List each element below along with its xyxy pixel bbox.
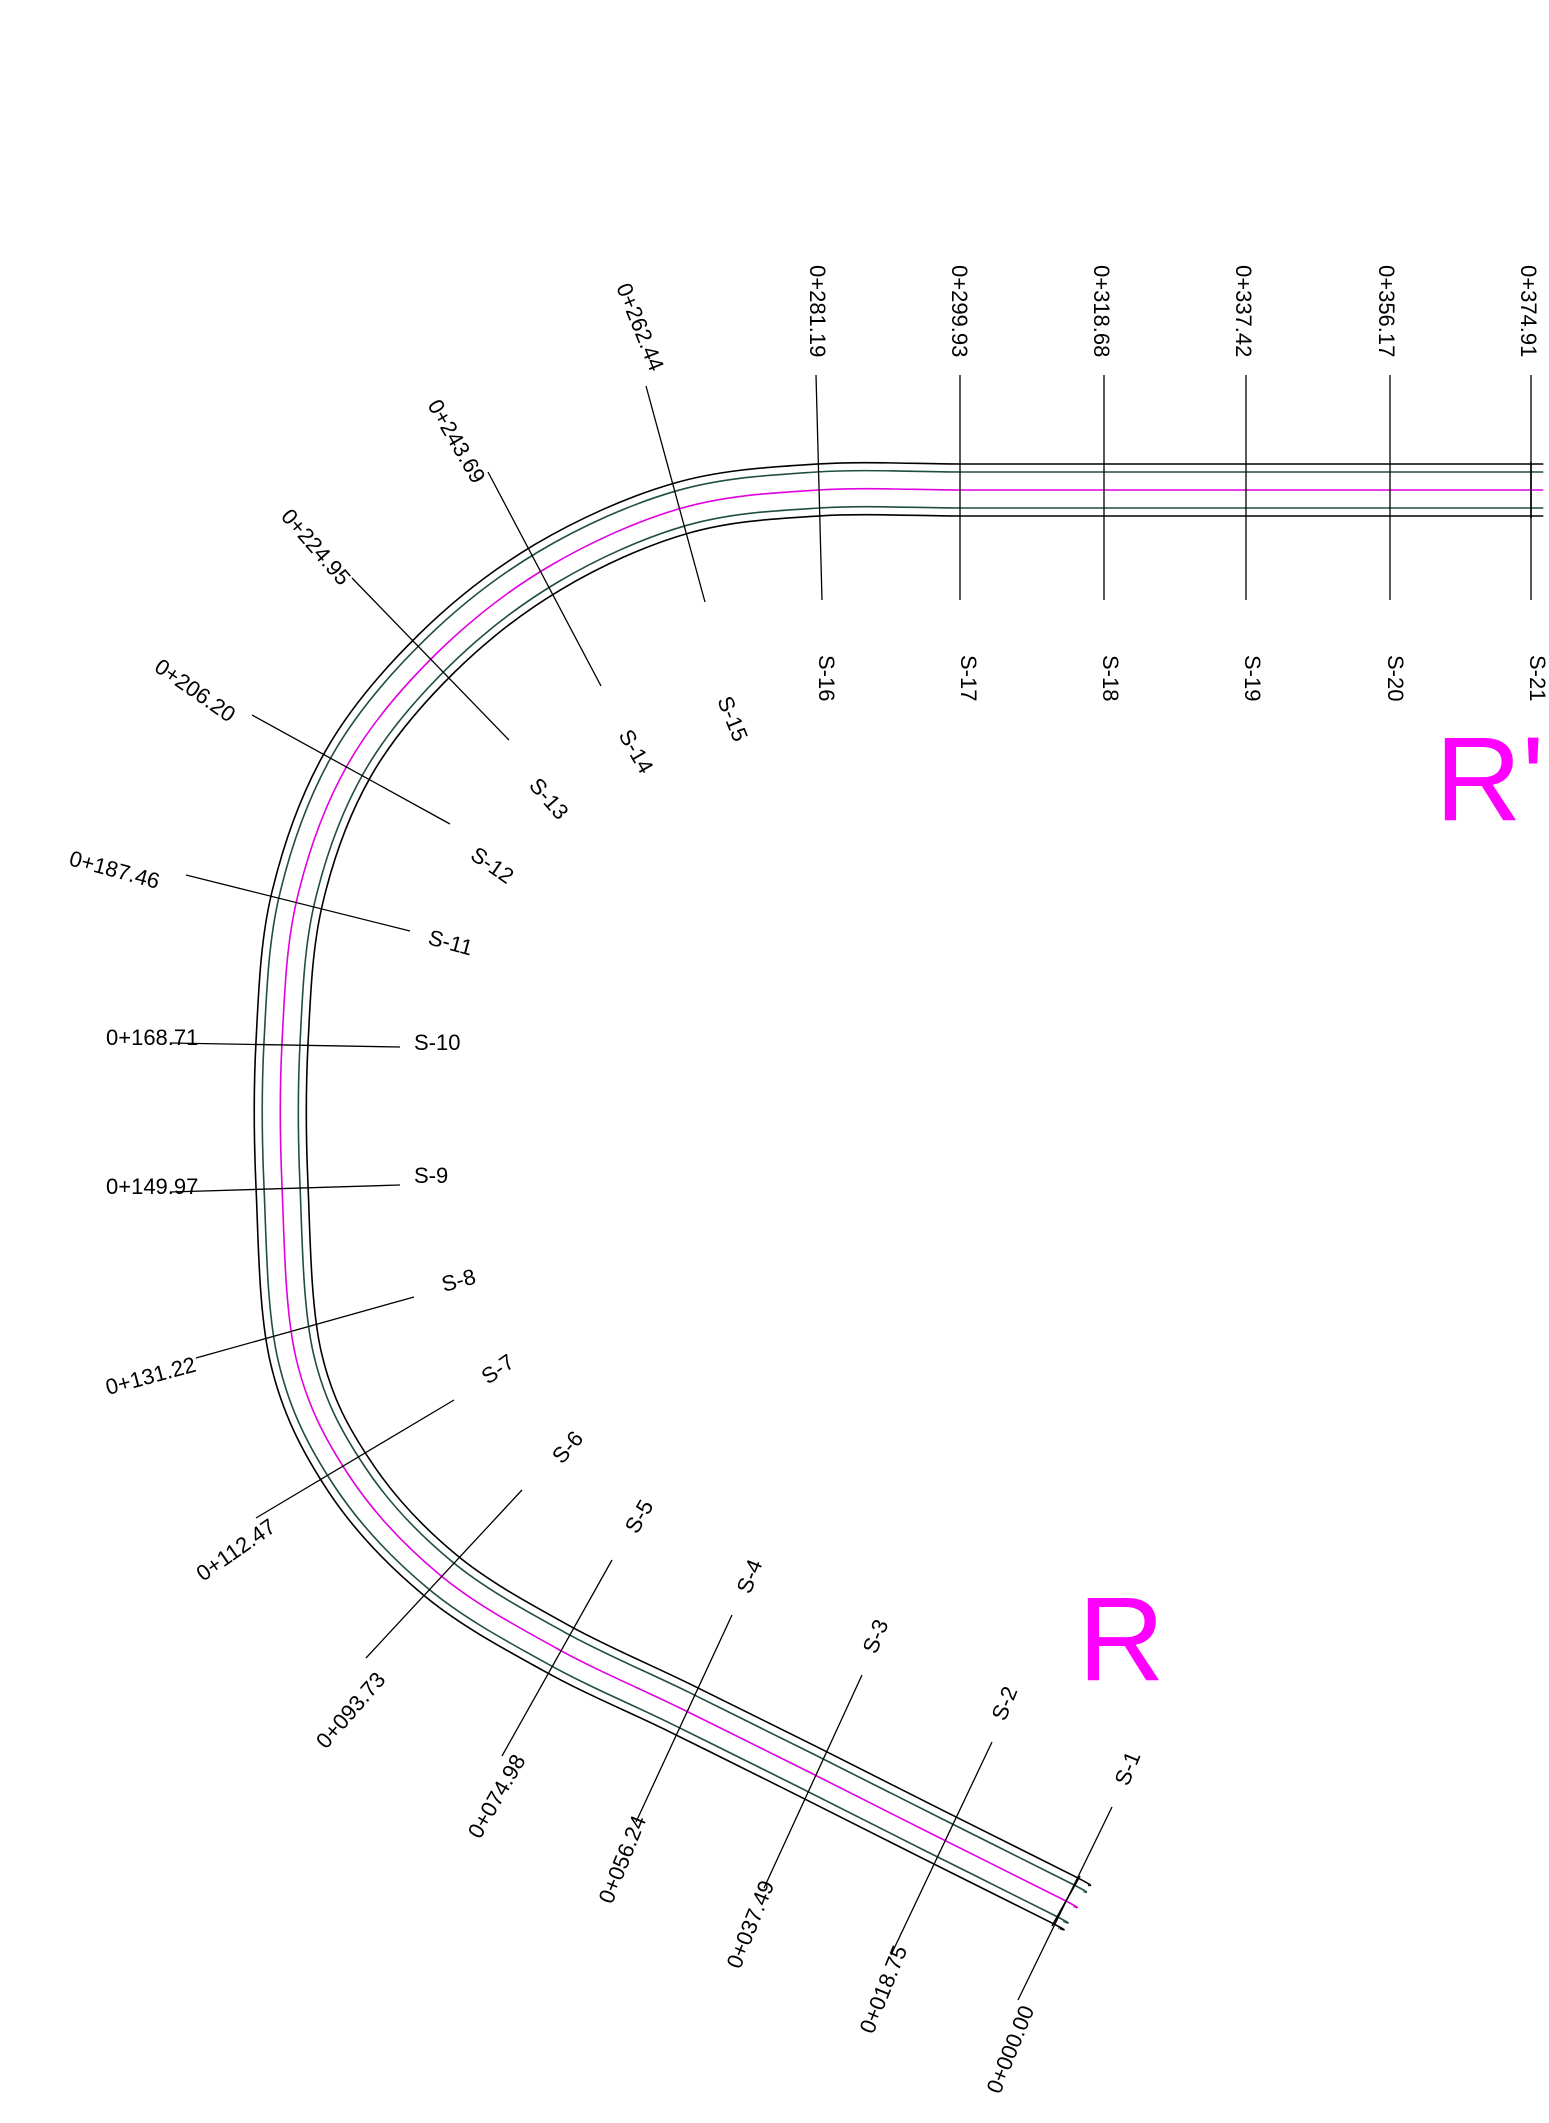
section-marker-s-5: 0+074.98 S-5 [463, 1495, 659, 1842]
section-id-label: S-5 [620, 1495, 659, 1537]
section-marker-s-9: 0+149.97 S-9 [106, 1163, 448, 1199]
station-label: 0+112.47 [192, 1514, 281, 1587]
road-edge-outer-left [305, 513, 1544, 1887]
station-label: 0+337.42 [1231, 265, 1256, 357]
section-leader-line [815, 374, 823, 601]
section-id-label: S-17 [956, 655, 981, 701]
section-marker-s-19: 0+337.42 S-19 [1231, 265, 1265, 701]
section-marker-s-16: 0+281.19 S-16 [805, 265, 839, 701]
section-leader-line [487, 471, 602, 687]
station-label: 0+074.98 [463, 1750, 531, 1842]
section-leader-line [195, 1296, 415, 1359]
section-marker-s-4: 0+056.24 S-4 [593, 1556, 767, 1907]
station-label: 0+168.71 [106, 1025, 198, 1050]
section-marker-s-20: 0+356.17 S-20 [1374, 265, 1408, 701]
section-id-label: S-20 [1383, 655, 1408, 701]
section-marker-s-6: 0+093.73 S-6 [311, 1426, 588, 1753]
station-label: 0+262.44 [611, 280, 669, 375]
station-label: 0+131.22 [103, 1352, 199, 1400]
section-leader-line [185, 874, 411, 932]
section-id-label: S-1 [1109, 1748, 1145, 1789]
station-label: 0+356.17 [1374, 265, 1399, 357]
section-id-label: S-21 [1525, 655, 1549, 701]
section-marker-s-8: 0+131.22 S-8 [103, 1264, 479, 1400]
station-label: 0+093.73 [311, 1667, 390, 1753]
station-label: 0+299.93 [947, 265, 972, 357]
section-marker-s-17: 0+299.93 S-17 [947, 265, 981, 701]
road-corridor [253, 461, 1544, 1931]
section-id-label: S-14 [614, 725, 659, 778]
section-marker-s-10: 0+168.71 S-10 [106, 1025, 460, 1055]
section-marker-s-21: 0+374.91 S-21 [1516, 265, 1549, 701]
section-leader-line [169, 1184, 401, 1193]
section-id-label: S-12 [466, 842, 518, 889]
section-leader-line [763, 1674, 863, 1889]
section-marker-s-3: 0+037.49 S-3 [721, 1616, 893, 1972]
road-edge-inner-right [261, 469, 1544, 1924]
section-id-label: S-7 [477, 1349, 519, 1389]
road-edge-inner-left [297, 505, 1544, 1894]
section-leader-line [645, 385, 706, 603]
marker-label-r-prime: R' [1435, 712, 1545, 846]
section-leader-line [890, 1741, 993, 1956]
section-leader-line [251, 714, 451, 825]
section-marker-s-1: 0+000.00 S-1 [981, 1748, 1145, 2097]
road-edge-outer-right [253, 461, 1544, 1931]
section-id-label: S-18 [1098, 655, 1123, 701]
section-id-label: S-4 [731, 1556, 767, 1597]
station-label: 0+187.46 [67, 846, 163, 894]
section-marker-s-7: 0+112.47 S-7 [192, 1349, 519, 1586]
section-id-label: S-13 [524, 773, 573, 824]
station-label: 0+018.75 [854, 1942, 912, 2037]
section-id-label: S-16 [814, 655, 839, 701]
road-centerline [279, 487, 1544, 1909]
section-id-label: S-19 [1240, 655, 1265, 701]
section-marker-s-14: 0+243.69 S-14 [423, 395, 659, 778]
station-label: 0+281.19 [805, 265, 830, 357]
station-label: 0+037.49 [721, 1877, 779, 1972]
section-id-label: S-9 [414, 1163, 448, 1188]
section-marker-s-18: 0+318.68 S-18 [1089, 265, 1123, 701]
station-label: 0+149.97 [106, 1174, 198, 1199]
station-label: 0+000.00 [981, 2002, 1039, 2097]
station-label: 0+374.91 [1516, 265, 1541, 357]
section-id-label: S-11 [426, 925, 476, 961]
section-leader-line [1017, 1806, 1113, 2001]
section-id-label: S-15 [712, 693, 753, 745]
section-id-label: S-8 [439, 1264, 479, 1297]
station-label: 0+318.68 [1089, 265, 1114, 357]
section-leader-line [501, 1559, 613, 1757]
section-id-label: S-6 [547, 1426, 588, 1468]
section-id-label: S-2 [986, 1683, 1022, 1724]
section-marker-s-12: 0+206.20 S-12 [150, 654, 518, 889]
section-leader-line [365, 1489, 523, 1659]
station-label: 0+056.24 [593, 1812, 651, 1907]
section-leader-line [351, 577, 510, 741]
section-marker-s-15: 0+262.44 S-15 [611, 280, 753, 745]
station-label: 0+206.20 [150, 654, 240, 727]
section-id-label: S-3 [857, 1616, 893, 1657]
marker-label-r: R [1078, 1572, 1165, 1706]
section-leader-line [635, 1614, 733, 1823]
station-label: 0+243.69 [423, 395, 491, 487]
station-label: 0+224.95 [276, 504, 355, 590]
section-id-label: S-10 [414, 1030, 460, 1055]
section-leader-line [255, 1399, 455, 1519]
section-leader-line [169, 1042, 401, 1048]
section-marker-s-2: 0+018.75 S-2 [854, 1683, 1022, 2037]
cross-section-markers: 0+000.00 S-1 0+018.75 S-2 0+037.49 S-3 0+056.2… [67, 265, 1549, 2097]
